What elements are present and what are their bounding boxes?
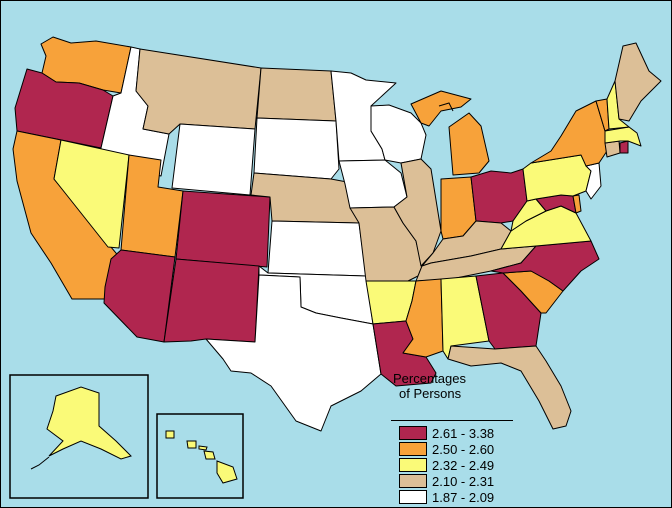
state-iowa [338,159,408,209]
state-new-hampshire [606,80,630,130]
legend-item: 2.50 - 2.60 [399,441,494,457]
legend-swatch [399,426,427,440]
state-new-jersey [585,162,602,200]
state-illinois [393,158,442,267]
state-texas [205,274,382,432]
state-north-dakota [256,67,337,122]
state-hawaii-molokai [198,445,208,451]
state-massachusetts [604,126,642,147]
state-arizona [103,249,176,343]
legend-label: 2.32 - 2.49 [432,457,495,473]
legend-title-line1: Percentages [393,371,466,386]
hawaii-inset [156,413,244,499]
alaska-inset [9,374,149,499]
state-wyoming [171,123,256,196]
legend-swatch [399,442,427,456]
map-legend: Percentages of Persons 2.61 - 3.38 2.50 -… [387,371,519,505]
state-florida [447,345,572,430]
legend-swatch [399,490,427,504]
legend-item: 2.61 - 3.38 [399,425,494,441]
state-maine [614,42,662,122]
state-hawaii-oahu [186,440,197,449]
legend-label: 2.10 - 2.31 [432,473,495,489]
state-alaska [46,386,132,460]
legend-divider [391,420,513,421]
lake-outline [438,102,454,112]
legend-item: 2.10 - 2.31 [399,473,494,489]
state-utah [120,154,184,258]
state-connecticut [604,140,621,158]
state-kansas [267,220,367,277]
state-nevada [53,139,130,249]
state-hawaii-big-island [216,460,238,484]
legend-label: 2.61 - 3.38 [432,425,495,441]
state-michigan [410,90,490,176]
state-colorado [175,190,271,268]
legend-title: Percentages of Persons [393,371,466,401]
legend-item: 2.32 - 2.49 [399,457,494,473]
legend-swatch [399,458,427,472]
state-delaware [572,194,582,214]
legend-label: 2.50 - 2.60 [432,441,495,457]
legend-label: 1.87 - 2.09 [432,489,495,505]
legend-items: 2.61 - 3.38 2.50 - 2.60 2.32 - 2.49 2.10 - … [399,425,494,505]
state-montana [135,48,262,135]
state-new-mexico [163,258,260,343]
legend-item: 1.87 - 2.09 [399,489,494,505]
state-rhode-island [619,140,629,154]
state-north-carolina [490,240,600,292]
state-washington [40,36,132,94]
state-hawaii-kauai [165,430,175,439]
state-new-york [530,100,608,167]
legend-title-line2: of Persons [399,386,462,401]
state-hawaii-maui [203,450,216,460]
state-south-dakota [253,117,340,180]
alaska-islands [30,456,50,470]
legend-swatch [399,474,427,488]
state-mississippi [402,278,444,358]
